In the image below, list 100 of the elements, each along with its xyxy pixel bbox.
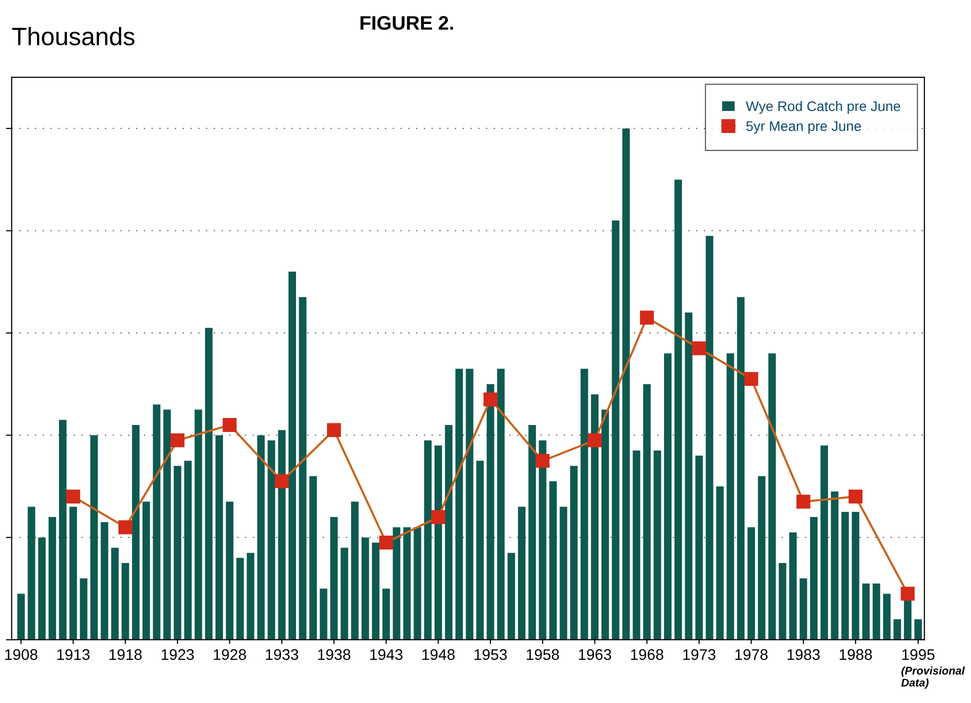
bar — [684, 312, 692, 640]
bar — [278, 430, 286, 640]
bar — [841, 512, 849, 640]
bar — [476, 460, 484, 640]
bar — [549, 481, 557, 640]
bar — [90, 435, 98, 640]
y-axis-title: Thousands — [12, 27, 134, 46]
point — [379, 536, 394, 550]
bar — [330, 517, 338, 640]
bar — [246, 552, 254, 640]
bar — [340, 548, 348, 640]
x-tick-label: 1988 — [840, 649, 872, 660]
bar — [455, 368, 463, 640]
bar — [862, 583, 870, 640]
x-tick-label: 1978 — [735, 649, 768, 660]
point — [484, 392, 498, 406]
bar — [747, 527, 755, 640]
bar — [591, 394, 599, 640]
bar — [298, 297, 306, 640]
point — [431, 510, 446, 524]
bar — [758, 476, 766, 640]
x-tick-label: 1958 — [526, 649, 559, 660]
bar — [80, 578, 88, 640]
bar — [372, 542, 380, 640]
bar — [28, 506, 36, 640]
chart-title: FIGURE 2. — [360, 16, 454, 30]
bar — [288, 272, 296, 640]
legend-label: 5yr Mean pre June — [746, 121, 861, 134]
point — [170, 433, 184, 448]
bar — [706, 236, 714, 640]
bar — [883, 594, 891, 640]
bar — [789, 532, 797, 640]
bar — [612, 220, 620, 640]
point — [744, 372, 758, 386]
bar — [184, 460, 192, 640]
bar — [163, 410, 171, 640]
x-tick-label: 1933 — [266, 649, 298, 660]
text: (Provisional Data) — [901, 666, 965, 689]
bar — [351, 502, 359, 640]
bar — [226, 502, 234, 640]
bar — [580, 368, 588, 640]
bar — [414, 527, 422, 640]
bar — [810, 517, 818, 640]
bar — [560, 506, 568, 640]
bar — [674, 180, 682, 640]
bar — [904, 598, 912, 640]
point — [588, 433, 602, 448]
bar — [132, 424, 140, 640]
bar — [601, 410, 609, 640]
point — [536, 454, 550, 468]
x-tick-label: 1995 — [902, 649, 934, 660]
legend-label: Wye Rod Catch pre June — [746, 100, 900, 114]
bar — [69, 506, 77, 640]
bar — [486, 384, 494, 640]
bar — [142, 502, 150, 640]
bar — [466, 368, 474, 640]
bar — [716, 486, 724, 640]
bar — [100, 522, 108, 640]
bar — [570, 466, 578, 640]
bar — [444, 424, 452, 640]
bar — [726, 353, 734, 640]
bar — [382, 588, 390, 640]
point — [327, 423, 341, 438]
bar — [48, 517, 56, 640]
bar — [800, 578, 808, 640]
x-tick-label: 1963 — [578, 649, 612, 660]
bar — [654, 450, 662, 640]
bar — [528, 424, 536, 640]
bar — [914, 619, 922, 640]
bar — [362, 537, 370, 640]
bar — [122, 563, 130, 640]
bar — [768, 353, 776, 640]
bar — [257, 435, 265, 640]
bar — [518, 506, 526, 640]
bar — [632, 450, 640, 640]
bar — [497, 368, 505, 640]
bar — [309, 476, 317, 640]
bar — [174, 466, 182, 640]
bar — [236, 558, 244, 640]
x-tick-label: 1968 — [631, 649, 664, 660]
x-tick-label: 1908 — [5, 649, 38, 660]
x-tick-label: 1923 — [162, 649, 194, 660]
bar — [830, 491, 838, 640]
bar — [38, 537, 46, 640]
point — [900, 586, 915, 601]
bar — [538, 440, 546, 640]
x-tick-label: 1953 — [474, 649, 507, 660]
bar — [215, 435, 223, 640]
bar — [434, 445, 442, 640]
bar — [695, 456, 703, 640]
bar — [852, 512, 860, 640]
bar — [17, 594, 25, 640]
point — [66, 490, 80, 504]
x-tick-label: 1973 — [683, 649, 716, 660]
bar — [894, 619, 902, 640]
x-tick-label: 1913 — [57, 649, 90, 660]
point — [796, 494, 810, 509]
bar — [111, 548, 119, 640]
bar — [403, 527, 411, 640]
x-tick-label: 1928 — [214, 649, 246, 660]
